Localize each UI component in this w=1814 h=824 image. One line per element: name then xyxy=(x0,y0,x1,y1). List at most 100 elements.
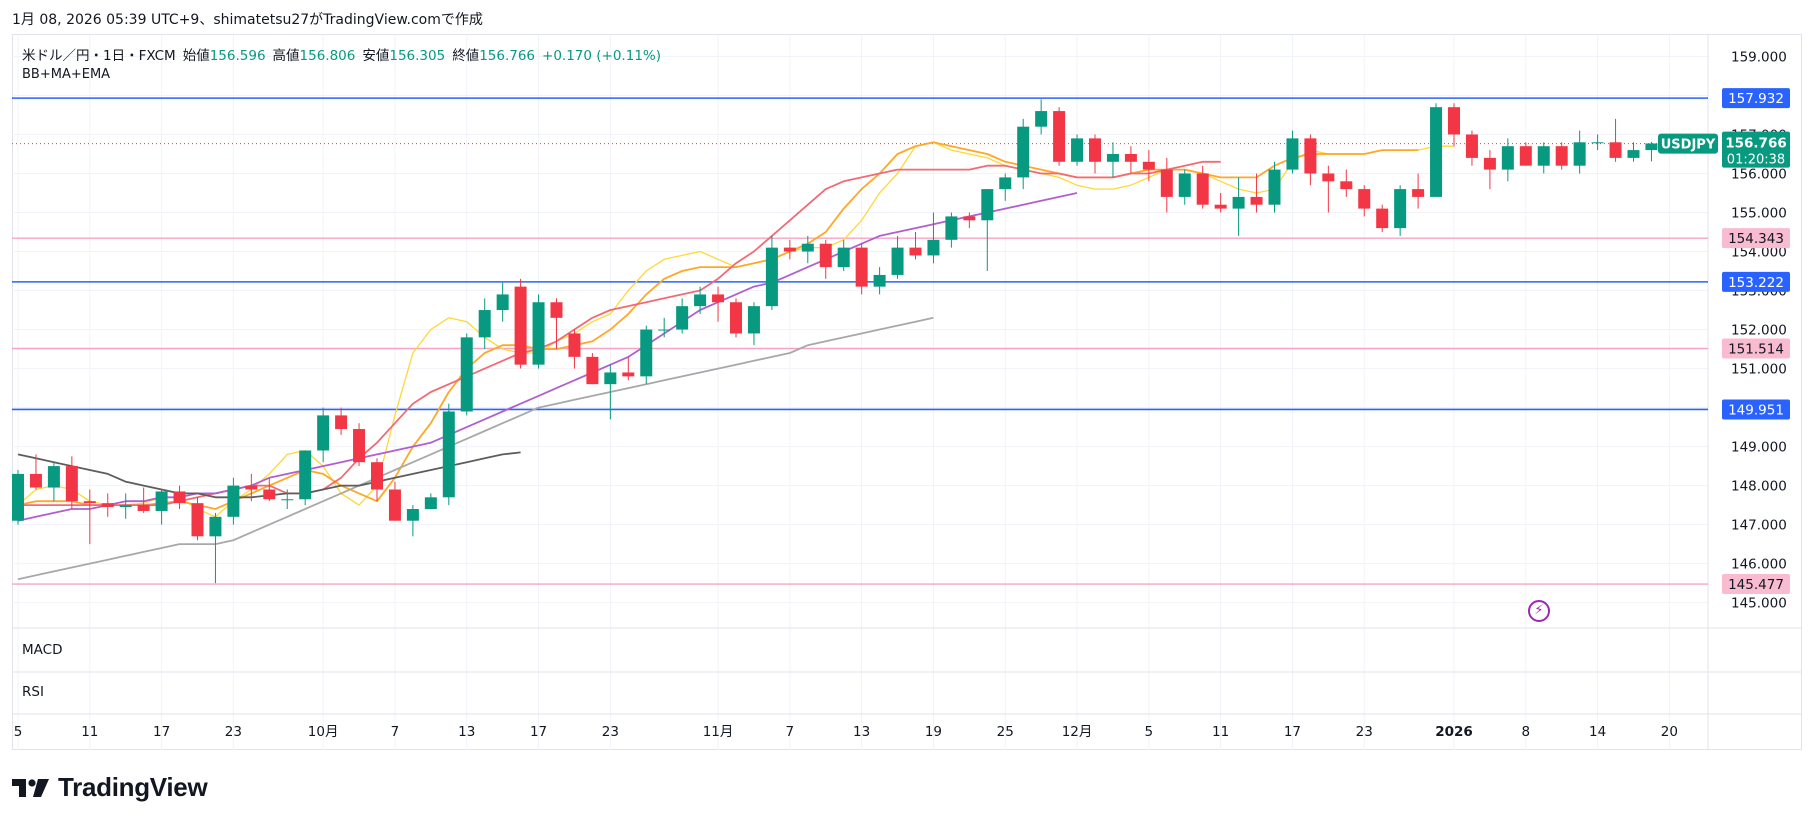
candle-up xyxy=(1017,126,1030,178)
y-tick-label: 147.000 xyxy=(1731,518,1787,534)
candle-down xyxy=(783,247,796,252)
candle-down xyxy=(1160,169,1173,197)
pane-dividers xyxy=(12,35,1802,750)
x-tick-label: 2026 xyxy=(1435,724,1473,740)
candle-down xyxy=(1250,196,1263,205)
symbol-badge xyxy=(1658,133,1718,154)
candle-up xyxy=(640,329,653,377)
candlesticks xyxy=(12,99,1658,584)
candle-down xyxy=(371,462,383,490)
candle-down xyxy=(819,243,832,268)
x-tick-label: 17 xyxy=(1284,724,1301,740)
x-tick-label: 8 xyxy=(1522,724,1531,740)
price-line-badge xyxy=(1722,338,1790,359)
candle-up xyxy=(209,516,222,537)
candle-down xyxy=(1465,134,1478,158)
candle-down xyxy=(963,216,976,221)
price-line-badge xyxy=(1722,228,1790,249)
high-label: 高値 xyxy=(272,48,300,64)
y-tick-label: 155.000 xyxy=(1731,206,1787,222)
candle-up xyxy=(604,372,617,385)
candle-down xyxy=(1124,153,1137,162)
candle-up xyxy=(1627,150,1640,158)
candle-down xyxy=(1214,204,1227,209)
price-badges: 157.932 154.343 153.222 151.514 149.951 145.4… xyxy=(1658,88,1790,595)
candle-down xyxy=(1340,181,1353,190)
symbol-badge-label: USDJPY xyxy=(1661,138,1716,153)
candle-down xyxy=(1358,189,1371,209)
x-tick-label: 17 xyxy=(153,724,170,740)
candle-down xyxy=(191,503,204,537)
open-value: 156.596 xyxy=(209,48,266,64)
candle-up xyxy=(1573,142,1586,166)
x-tick-label: 10月 xyxy=(308,724,339,740)
x-tick-label: 19 xyxy=(925,724,942,740)
candle-down xyxy=(550,302,563,318)
x-tick-label: 11月 xyxy=(703,724,734,740)
y-tick-label: 151.000 xyxy=(1731,362,1787,378)
candle-down xyxy=(263,489,276,500)
candle-down xyxy=(1555,146,1568,166)
candle-up xyxy=(981,189,994,221)
candle-up xyxy=(1394,189,1407,229)
candle-up xyxy=(891,247,904,275)
lightning-icon[interactable]: ⚡ xyxy=(1528,600,1550,622)
change-value: +0.170 (+0.11%) xyxy=(542,48,661,64)
tradingview-logo[interactable]: TradingView xyxy=(12,772,208,803)
candle-up xyxy=(765,247,778,307)
candle-up xyxy=(119,505,132,508)
y-tick-label: 146.000 xyxy=(1731,557,1787,573)
x-tick-label: 11 xyxy=(1212,724,1229,740)
price-line-label: 153.222 xyxy=(1728,275,1784,291)
candle-down xyxy=(353,429,366,463)
rsi-pane-label[interactable]: RSI xyxy=(22,684,44,700)
candle-down xyxy=(101,503,114,508)
price-line-label: 145.477 xyxy=(1728,577,1784,593)
candle-up xyxy=(1035,111,1048,127)
line-ma50 xyxy=(17,192,1078,522)
macd-pane-label[interactable]: MACD xyxy=(22,642,63,658)
y-tick-label: 152.000 xyxy=(1731,323,1787,339)
y-tick-label: 154.000 xyxy=(1731,245,1787,261)
x-tick-label: 7 xyxy=(391,724,400,740)
candle-down xyxy=(1322,173,1335,182)
ohlc-legend: 米ドル／円・1日・FXCM 始値156.596 高値156.806 安値156.305… xyxy=(22,44,668,64)
low-label: 安値 xyxy=(362,48,390,64)
candle-up xyxy=(676,306,689,330)
price-line-badge xyxy=(1722,574,1790,595)
candle-down xyxy=(622,372,635,377)
candle-up xyxy=(317,415,330,451)
brand-name: TradingView xyxy=(58,772,208,802)
candle-down xyxy=(1483,157,1496,170)
close-value: 156.766 xyxy=(479,48,536,64)
candle-down xyxy=(137,505,150,511)
candle-down xyxy=(83,501,96,504)
symbol-label: 米ドル／円・1日・FXCM xyxy=(22,48,176,64)
candle-up xyxy=(47,466,60,488)
y-tick-label: 148.000 xyxy=(1731,479,1787,495)
x-tick-label: 20 xyxy=(1661,724,1678,740)
candle-down xyxy=(855,247,868,287)
candle-up xyxy=(658,329,671,331)
x-tick-label: 13 xyxy=(458,724,475,740)
candle-up xyxy=(1232,196,1245,209)
x-tick-label: 13 xyxy=(853,724,870,740)
candle-down xyxy=(1448,107,1460,135)
open-label: 始値 xyxy=(182,48,210,64)
candle-up xyxy=(1501,146,1514,170)
candle-down xyxy=(388,489,401,521)
x-tick-label: 7 xyxy=(786,724,795,740)
x-tick-label: 23 xyxy=(225,724,242,740)
candle-down xyxy=(909,247,922,256)
chart-frame xyxy=(12,34,1802,750)
candle-up xyxy=(694,294,707,307)
price-line-label: 149.951 xyxy=(1728,402,1784,418)
candle-up xyxy=(299,450,312,500)
y-tick-label: 145.000 xyxy=(1731,596,1787,612)
candle-down xyxy=(1304,138,1317,174)
indicator-label[interactable]: BB+MA+EMA xyxy=(22,67,111,82)
candle-up xyxy=(1645,143,1658,151)
y-tick-label: 156.000 xyxy=(1731,166,1787,182)
candle-up xyxy=(424,497,437,510)
